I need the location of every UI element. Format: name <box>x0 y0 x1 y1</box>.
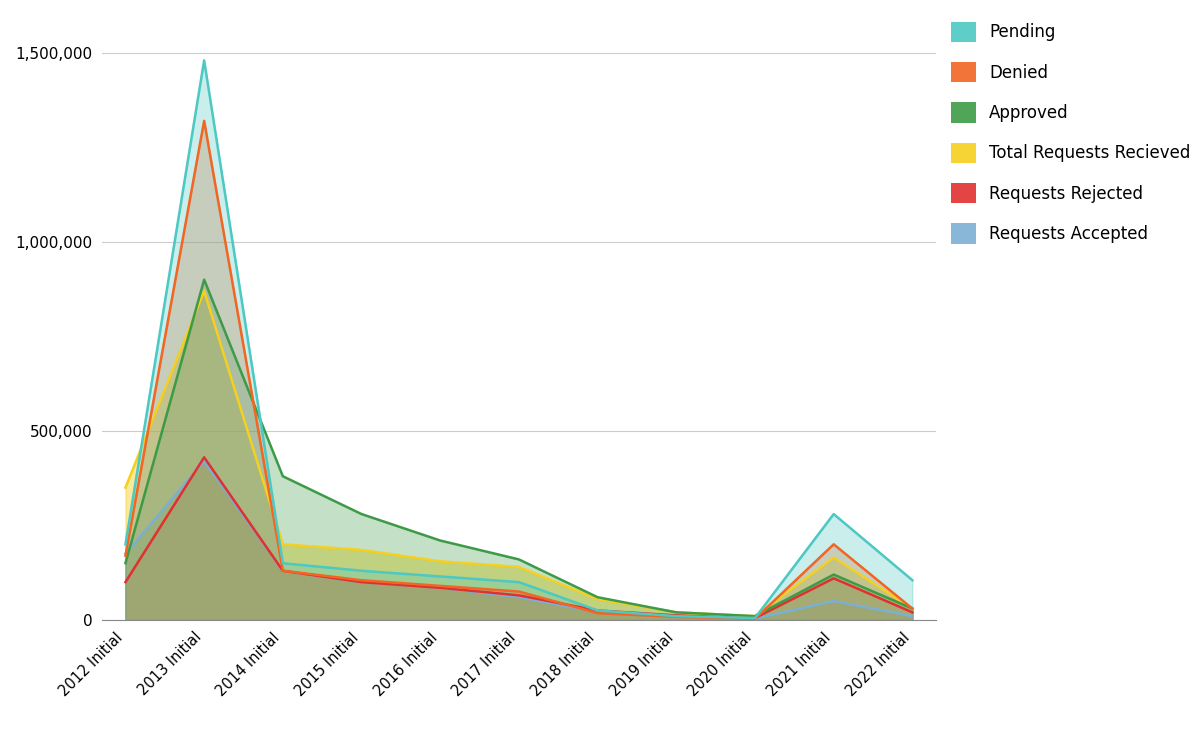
Legend: Pending, Denied, Approved, Total Requests Recieved, Requests Rejected, Requests : Pending, Denied, Approved, Total Request… <box>944 15 1198 250</box>
